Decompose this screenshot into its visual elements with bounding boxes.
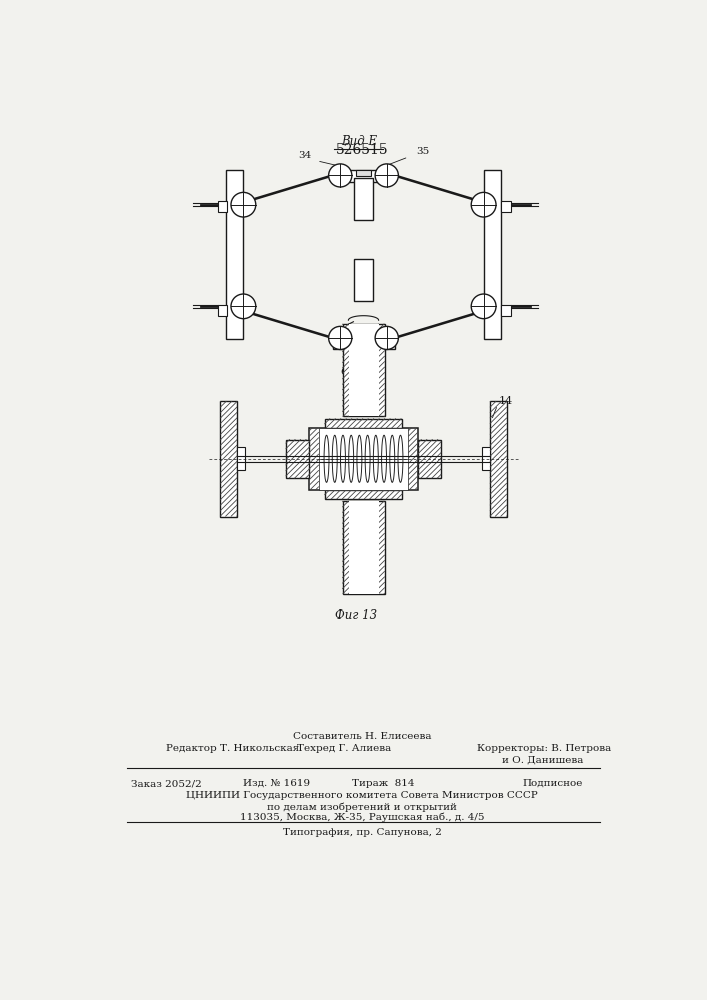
Bar bbox=[356, 170, 371, 176]
Ellipse shape bbox=[332, 435, 337, 482]
Bar bbox=[343, 324, 385, 416]
Polygon shape bbox=[378, 501, 385, 594]
Text: и О. Данишева: и О. Данишева bbox=[502, 755, 583, 764]
Bar bbox=[319, 428, 409, 490]
Text: Редактор Т. Никольская: Редактор Т. Никольская bbox=[166, 744, 299, 753]
Text: 526515: 526515 bbox=[336, 143, 388, 157]
Text: 34: 34 bbox=[298, 151, 312, 160]
Circle shape bbox=[472, 294, 496, 319]
Ellipse shape bbox=[357, 435, 362, 482]
Polygon shape bbox=[409, 428, 418, 490]
Text: Фиг. 12: Фиг. 12 bbox=[341, 366, 387, 379]
Bar bbox=[354, 178, 373, 220]
Polygon shape bbox=[221, 401, 237, 516]
Text: ЦНИИПИ Государственного комитета Совета Министров СССР: ЦНИИПИ Государственного комитета Совета … bbox=[186, 791, 538, 800]
Bar bbox=[325, 419, 402, 428]
Polygon shape bbox=[343, 501, 349, 594]
Text: б: б bbox=[347, 336, 352, 345]
Bar bbox=[501, 201, 510, 212]
Circle shape bbox=[231, 294, 256, 319]
Text: Заказ 2052/2: Заказ 2052/2 bbox=[131, 779, 201, 788]
Ellipse shape bbox=[373, 435, 378, 482]
Polygon shape bbox=[286, 440, 309, 478]
Bar bbox=[237, 447, 245, 470]
Circle shape bbox=[329, 164, 352, 187]
Bar bbox=[490, 401, 507, 517]
Text: 14: 14 bbox=[499, 396, 513, 406]
Bar bbox=[286, 440, 309, 478]
Polygon shape bbox=[325, 419, 402, 428]
Polygon shape bbox=[490, 401, 506, 516]
Bar bbox=[325, 490, 402, 499]
Bar bbox=[332, 338, 395, 349]
Bar bbox=[343, 501, 385, 594]
Ellipse shape bbox=[324, 435, 329, 482]
Ellipse shape bbox=[382, 435, 387, 482]
Text: Подписное: Подписное bbox=[522, 779, 583, 788]
Text: Техред Г. Алиева: Техред Г. Алиева bbox=[297, 744, 391, 753]
Polygon shape bbox=[418, 440, 441, 478]
Text: Типография, пр. Сапунова, 2: Типография, пр. Сапунова, 2 bbox=[283, 828, 441, 837]
Bar bbox=[218, 201, 227, 212]
Bar bbox=[484, 170, 501, 339]
Text: Вид Е: Вид Е bbox=[341, 135, 378, 148]
Text: 113035, Москва, Ж-35, Раушская наб., д. 4/5: 113035, Москва, Ж-35, Раушская наб., д. … bbox=[240, 813, 484, 822]
Ellipse shape bbox=[349, 435, 354, 482]
Bar bbox=[332, 170, 395, 182]
Circle shape bbox=[375, 164, 398, 187]
Polygon shape bbox=[309, 428, 319, 490]
Polygon shape bbox=[325, 490, 402, 499]
Polygon shape bbox=[343, 324, 349, 416]
Circle shape bbox=[231, 192, 256, 217]
Circle shape bbox=[472, 192, 496, 217]
Ellipse shape bbox=[365, 435, 370, 482]
Text: Изд. № 1619: Изд. № 1619 bbox=[243, 779, 310, 788]
Circle shape bbox=[329, 326, 352, 349]
Bar bbox=[501, 305, 510, 316]
Bar bbox=[354, 259, 373, 301]
Text: Тираж  814: Тираж 814 bbox=[352, 779, 414, 788]
Circle shape bbox=[375, 326, 398, 349]
Bar bbox=[226, 170, 243, 339]
Ellipse shape bbox=[341, 435, 346, 482]
Ellipse shape bbox=[390, 435, 395, 482]
Bar bbox=[220, 401, 237, 517]
Bar bbox=[349, 324, 379, 416]
Text: 35: 35 bbox=[416, 147, 429, 156]
Polygon shape bbox=[378, 324, 385, 416]
Bar bbox=[218, 305, 227, 316]
Bar bbox=[418, 440, 441, 478]
Bar bbox=[309, 428, 418, 490]
Text: Фиг 13: Фиг 13 bbox=[334, 609, 377, 622]
Text: по делам изобретений и открытий: по делам изобретений и открытий bbox=[267, 802, 457, 812]
Bar bbox=[356, 341, 371, 347]
Bar bbox=[482, 447, 490, 470]
Ellipse shape bbox=[398, 435, 403, 482]
Bar bbox=[349, 501, 379, 594]
Text: Корректоры: В. Петрова: Корректоры: В. Петрова bbox=[477, 744, 612, 753]
Text: Составитель Н. Елисеева: Составитель Н. Елисеева bbox=[293, 732, 431, 741]
Text: Ж-Ж: Ж-Ж bbox=[351, 337, 380, 347]
